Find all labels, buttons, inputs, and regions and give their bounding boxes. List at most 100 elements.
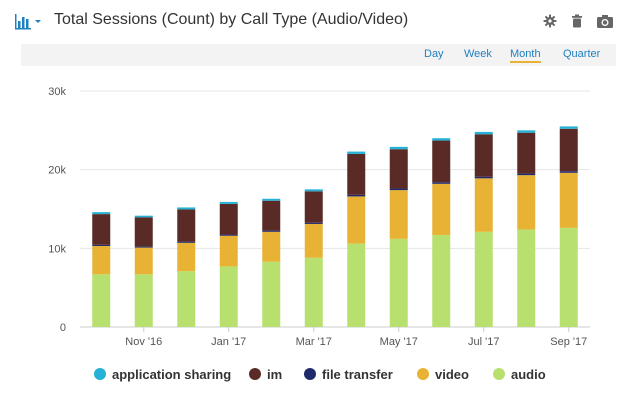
bar-segment-audio (134, 274, 153, 327)
bar-segment-application-sharing (474, 131, 493, 135)
bar-segment-file-transfer (92, 244, 111, 246)
camera-icon[interactable] (596, 13, 614, 29)
bar-segment-im (134, 217, 153, 247)
legend-label: application sharing (112, 367, 232, 382)
y-tick-label: 20k (48, 165, 66, 177)
bar-segment-video (474, 178, 493, 232)
bar-segment-im (432, 140, 451, 183)
legend-label: audio (511, 367, 546, 382)
chart-header: Total Sessions (Count) by Call Type (Aud… (0, 0, 639, 42)
legend-swatch (94, 368, 106, 380)
legend-label: video (435, 367, 469, 382)
gear-icon[interactable] (542, 13, 558, 29)
bar-segment-video (219, 235, 238, 267)
bar-segment-file-transfer (389, 188, 408, 191)
chart-legend: application sharing im file transfer vid… (0, 362, 639, 388)
bar-segment-im (517, 132, 536, 174)
bar-segment-application-sharing (262, 198, 281, 201)
legend-item-audio[interactable]: audio (493, 366, 546, 384)
bar-segment-audio (347, 243, 366, 327)
bar-segment-im (347, 153, 366, 195)
bar-segment-application-sharing (347, 151, 366, 154)
bar-segment-application-sharing (304, 189, 323, 192)
bar-segment-file-transfer (177, 241, 196, 243)
bar-segment-video (389, 190, 408, 239)
bar-segment-file-transfer (474, 176, 493, 179)
x-tick-label: Jan '17 (211, 336, 246, 348)
bar-segment-video (134, 247, 153, 275)
bar-segment-application-sharing (389, 146, 408, 150)
bar-segment-file-transfer (134, 246, 153, 248)
time-range-selector: Day Week Month Quarter (21, 44, 616, 66)
bar-segment-file-transfer (347, 194, 366, 197)
x-tick-label: Mar '17 (296, 336, 332, 348)
bar-segment-video (432, 183, 451, 235)
bar-segment-application-sharing (559, 126, 578, 129)
bar-segment-application-sharing (517, 130, 536, 133)
bar-segment-audio (219, 266, 238, 327)
legend-swatch (417, 368, 429, 380)
bar-segment-audio (432, 234, 451, 327)
bar-segment-audio (177, 271, 196, 327)
bar-segment-im (304, 191, 323, 223)
bar-segment-im (474, 134, 493, 177)
legend-swatch (493, 368, 505, 380)
bar-segment-im (177, 209, 196, 242)
x-tick-label: Nov '16 (125, 336, 162, 348)
bar-segment-im (92, 214, 111, 245)
bar-segment-audio (389, 238, 408, 327)
bar-segment-file-transfer (262, 230, 281, 232)
chart-title: Total Sessions (Count) by Call Type (Aud… (54, 11, 409, 28)
legend-item-file-transfer[interactable]: file transfer (304, 366, 393, 384)
x-tick-label: Jul '17 (468, 336, 499, 348)
chart-type-dropdown[interactable] (14, 12, 44, 30)
bar-chart-icon (15, 14, 41, 30)
trash-icon[interactable] (569, 13, 585, 29)
bar-segment-file-transfer (432, 182, 451, 184)
bar-segment-application-sharing (92, 212, 111, 215)
chevron-down-icon (35, 20, 41, 23)
legend-swatch (249, 368, 261, 380)
legend-swatch (304, 368, 316, 380)
range-tab-day[interactable]: Day (424, 48, 444, 60)
range-tab-month[interactable]: Month (510, 48, 541, 63)
bar-segment-im (219, 203, 238, 235)
bar-segment-application-sharing (134, 215, 153, 218)
bar-segment-audio (517, 229, 536, 327)
bar-segment-application-sharing (432, 138, 451, 141)
bar-segment-video (92, 245, 111, 275)
bar-segment-file-transfer (517, 173, 536, 176)
legend-label: file transfer (322, 367, 393, 382)
bar-segment-audio (92, 274, 111, 327)
legend-item-video[interactable]: video (417, 366, 469, 384)
bar-segment-file-transfer (559, 171, 578, 173)
y-tick-label: 10k (48, 243, 66, 255)
x-tick-label: Sep '17 (550, 336, 587, 348)
bar-segment-audio (262, 261, 281, 327)
bar-segment-audio (474, 231, 493, 327)
x-tick-label: May '17 (380, 336, 418, 348)
bar-segment-im (559, 128, 578, 172)
legend-item-application-sharing[interactable]: application sharing (94, 366, 231, 384)
y-tick-label: 0 (60, 322, 66, 334)
bar-segment-video (262, 231, 281, 262)
bar-segment-im (262, 200, 281, 231)
bar-segment-application-sharing (219, 201, 238, 204)
legend-item-im[interactable]: im (249, 366, 282, 384)
range-tab-quarter[interactable]: Quarter (563, 48, 601, 60)
bar-segment-video (517, 175, 536, 230)
bar-segment-audio (304, 257, 323, 327)
bar-segment-file-transfer (304, 222, 323, 224)
bar-segment-audio (559, 227, 578, 327)
bar-segment-video (347, 196, 366, 244)
bar-segment-video (304, 223, 323, 258)
bar-segment-video (177, 242, 196, 272)
bar-segment-video (559, 172, 578, 228)
y-tick-label: 30k (48, 86, 66, 98)
legend-label: im (267, 367, 283, 382)
bar-segment-application-sharing (177, 207, 196, 210)
range-tab-week[interactable]: Week (464, 48, 492, 60)
bar-segment-file-transfer (219, 234, 238, 236)
bar-segment-im (389, 149, 408, 189)
